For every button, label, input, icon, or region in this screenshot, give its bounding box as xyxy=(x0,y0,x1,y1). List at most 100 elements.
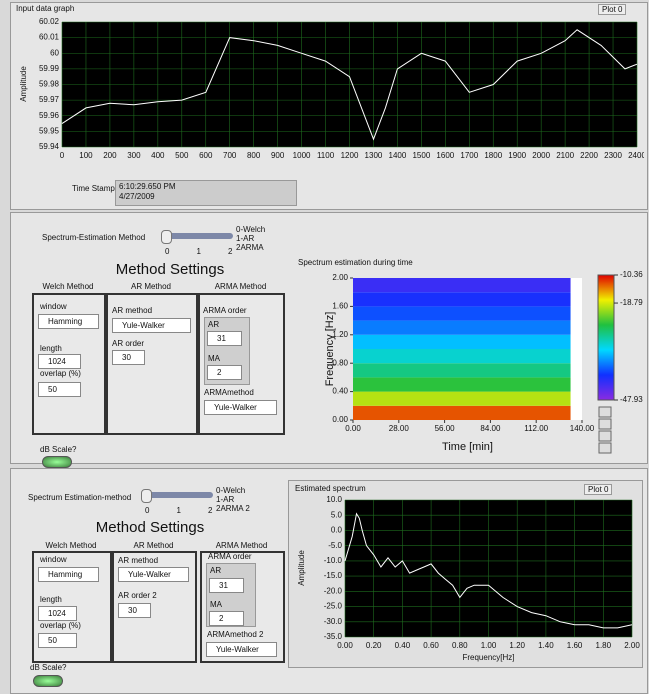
y-axis-label: Amplitude xyxy=(297,550,306,586)
x-tick-label: 1600 xyxy=(436,151,454,160)
arma-ma-field[interactable]: 2 xyxy=(209,611,244,626)
x-tick-label: 1400 xyxy=(389,151,407,160)
field-label: AR order xyxy=(112,339,144,348)
method-option: 0-Welch xyxy=(216,486,245,495)
x-tick-label: 2.00 xyxy=(624,641,640,650)
arma-method-field[interactable]: Yule-Walker xyxy=(206,642,277,657)
timestamp-time: 6:10:29.650 PM xyxy=(119,182,175,191)
arma-method-field[interactable]: Yule-Walker xyxy=(204,400,277,415)
overlap-field[interactable]: 50 xyxy=(38,382,81,397)
slider-track[interactable] xyxy=(165,233,233,239)
field-label: AR method xyxy=(112,306,152,315)
y-tick-label: -20.0 xyxy=(324,586,343,595)
slider-tick-label: 1 xyxy=(177,506,181,515)
field-label: overlap (%) xyxy=(40,369,81,378)
x-tick-label: 1.40 xyxy=(538,641,554,650)
x-tick-label: 1.60 xyxy=(567,641,583,650)
y-tick-label: 0.40 xyxy=(332,387,348,396)
labview-front-panel: Input data graph Plot 0 0100200300400500… xyxy=(0,0,649,694)
method-option: 1-AR xyxy=(216,495,234,504)
x-tick-label: 2200 xyxy=(580,151,598,160)
x-tick-label: 112.00 xyxy=(524,424,548,433)
settings-title: Method Settings xyxy=(80,519,220,536)
color-tick-label: -10.36 xyxy=(620,270,643,279)
column-heading: Welch Method xyxy=(32,282,104,291)
heatmap-band xyxy=(353,278,571,292)
x-tick-label: 2100 xyxy=(556,151,574,160)
length-field[interactable]: 1024 xyxy=(38,606,77,621)
x-tick-label: 1200 xyxy=(341,151,359,160)
slider-tick-label: 0 xyxy=(165,247,169,256)
y-tick-label: 59.96 xyxy=(39,111,60,120)
slider-knob[interactable] xyxy=(161,230,172,244)
slider-scale: 012 xyxy=(147,506,210,516)
window-field[interactable]: Hamming xyxy=(38,314,99,329)
slider-knob[interactable] xyxy=(141,489,152,503)
ar-order-field[interactable]: 30 xyxy=(118,603,151,618)
arma-ar-field[interactable]: 31 xyxy=(207,331,242,346)
heatmap-band xyxy=(353,349,571,363)
x-tick-label: 800 xyxy=(247,151,261,160)
chart-title: Estimated spectrum xyxy=(295,484,366,493)
arma-ar-field[interactable]: 31 xyxy=(209,578,244,593)
column-heading: AR Method xyxy=(112,541,195,550)
heatmap-band xyxy=(353,363,571,377)
tool-button[interactable] xyxy=(599,407,611,417)
db-label: dB Scale? xyxy=(30,663,66,672)
slider-scale: 0 1 2 xyxy=(167,247,230,257)
y-tick-label: 60.01 xyxy=(39,33,60,42)
slider-tick-label: 0 xyxy=(145,506,149,515)
slider-track[interactable] xyxy=(145,492,213,498)
method-option: 1-AR xyxy=(236,234,254,243)
heatmap-band xyxy=(353,335,571,349)
db-toggle[interactable] xyxy=(42,456,72,468)
x-axis-label: Frequency[Hz] xyxy=(462,653,514,662)
x-tick-label: 84.00 xyxy=(480,424,501,433)
spectrogram: 0.0028.0056.0084.00112.00140.000.000.400… xyxy=(290,255,644,460)
db-toggle[interactable] xyxy=(33,675,63,687)
estimated-spectrum-graph: 0.000.200.400.600.801.001.201.401.601.80… xyxy=(288,480,641,668)
tool-button[interactable] xyxy=(599,443,611,453)
method-label: Spectrum Estimation-method xyxy=(28,493,131,502)
x-tick-label: 1.80 xyxy=(596,641,612,650)
y-tick-label: 60.02 xyxy=(39,17,60,26)
y-tick-label: 5.0 xyxy=(331,510,343,519)
x-tick-label: 1800 xyxy=(484,151,502,160)
length-field[interactable]: 1024 xyxy=(38,354,81,369)
overlap-field[interactable]: 50 xyxy=(38,633,77,648)
y-tick-label: 59.97 xyxy=(39,95,60,104)
tool-button[interactable] xyxy=(599,431,611,441)
arma-ma-field[interactable]: 2 xyxy=(207,365,242,380)
y-tick-label: 2.00 xyxy=(332,273,348,282)
x-tick-label: 1.00 xyxy=(481,641,497,650)
x-tick-label: 0.80 xyxy=(452,641,468,650)
x-tick-label: 1300 xyxy=(365,151,383,160)
ar-method-field[interactable]: Yule-Walker xyxy=(112,318,191,333)
field-label: MA xyxy=(210,600,222,609)
graph-title: Input data graph xyxy=(16,4,74,13)
heatmap-band xyxy=(353,321,571,335)
y-tick-label: 1.60 xyxy=(332,302,348,311)
y-tick-label: 0.00 xyxy=(332,415,348,424)
x-tick-label: 0 xyxy=(60,151,65,160)
tool-button[interactable] xyxy=(599,419,611,429)
y-tick-label: 59.99 xyxy=(39,64,60,73)
x-tick-label: 1900 xyxy=(508,151,526,160)
y-axis-label: Amplitude xyxy=(19,66,28,102)
y-tick-label: -30.0 xyxy=(324,617,343,626)
slider-tick-label: 1 xyxy=(197,247,201,256)
x-tick-label: 0.00 xyxy=(337,641,353,650)
field-label: ARMAmethod xyxy=(204,388,254,397)
y-tick-label: -5.0 xyxy=(328,541,342,550)
y-tick-label: -25.0 xyxy=(324,602,343,611)
slider-tick-label: 2 xyxy=(228,247,232,256)
ar-order-field[interactable]: 30 xyxy=(112,350,145,365)
field-label: AR xyxy=(210,566,221,575)
ar-method-field[interactable]: Yule-Walker xyxy=(118,567,189,582)
x-tick-label: 2300 xyxy=(604,151,622,160)
x-tick-label: 0.00 xyxy=(345,424,361,433)
window-field[interactable]: Hamming xyxy=(38,567,99,582)
x-tick-label: 2000 xyxy=(532,151,550,160)
field-label: AR method xyxy=(118,556,158,565)
heatmap-band xyxy=(353,377,571,391)
